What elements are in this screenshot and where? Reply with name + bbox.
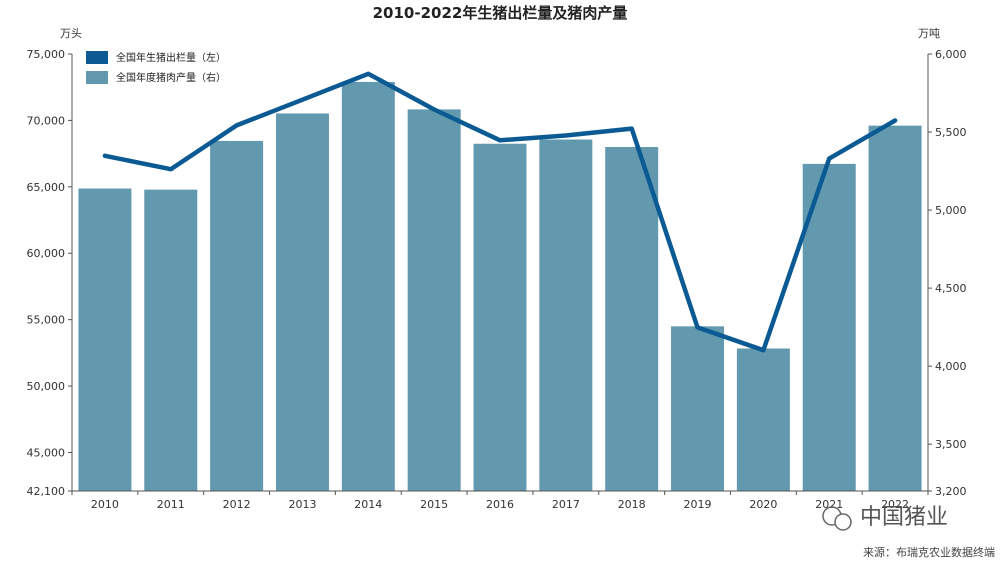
right-tick-label: 4,500 xyxy=(935,282,967,295)
line-point-2016 xyxy=(499,139,501,141)
bar-2016 xyxy=(473,143,527,491)
chart-title: 2010-2022年生猪出栏量及猪肉产量 xyxy=(373,4,628,22)
bar-2013 xyxy=(275,113,329,492)
line-series-hog-slaughter xyxy=(102,71,898,353)
right-tick-label: 5,000 xyxy=(935,204,967,217)
bar-series-pork-output xyxy=(78,81,922,492)
line-point-2022 xyxy=(894,119,896,121)
bar-2014 xyxy=(341,81,395,492)
line-point-2019 xyxy=(697,326,699,328)
wechat-logo: 中国猪业 xyxy=(822,505,948,531)
right-tick-label: 3,200 xyxy=(935,485,967,498)
bar-2018 xyxy=(605,147,659,492)
x-tick-label: 2014 xyxy=(354,498,382,511)
legend-swatch-line xyxy=(86,51,108,64)
line-point-2014 xyxy=(367,73,369,75)
x-tick-label: 2013 xyxy=(288,498,316,511)
bar-2017 xyxy=(539,139,593,491)
left-axis-unit: 万头 xyxy=(60,27,82,40)
x-tick-label: 2022 xyxy=(881,498,909,511)
left-tick-label: 75,000 xyxy=(27,48,66,61)
watermark-text: 中国猪业 xyxy=(860,505,948,530)
line-point-2013 xyxy=(301,99,303,101)
right-axis-unit: 万吨 xyxy=(918,27,940,40)
right-tick-label: 3,500 xyxy=(935,438,967,451)
left-axis-ticks: 42,100 45,000 50,000 55,000 60,000 65,000 70,0… xyxy=(27,48,72,498)
right-tick-label: 5,500 xyxy=(935,126,967,139)
x-tick-label: 2012 xyxy=(223,498,251,511)
legend-label-line: 全国年生猪出栏量（左） xyxy=(116,51,226,64)
x-tick-label: 2015 xyxy=(420,498,448,511)
right-axis-ticks: 3,200 3,500 4,000 4,500 5,000 5,500 6,000 xyxy=(928,48,967,498)
line-point-2010 xyxy=(104,155,106,157)
bar-2020 xyxy=(736,348,790,491)
legend: 全国年生猪出栏量（左） 全国年度猪肉产量（右） xyxy=(86,51,226,84)
bar-2012 xyxy=(210,140,264,491)
line-point-2018 xyxy=(631,128,633,130)
bar-2021 xyxy=(802,163,856,492)
x-tick-label: 2016 xyxy=(486,498,514,511)
left-tick-label: 60,000 xyxy=(27,247,66,260)
line-point-2021 xyxy=(828,158,830,160)
line-point-2015 xyxy=(433,108,435,110)
left-tick-label: 55,000 xyxy=(27,314,66,327)
left-tick-label: 50,000 xyxy=(27,380,66,393)
line-point-2020 xyxy=(762,349,764,351)
bar-2010 xyxy=(78,188,132,491)
x-tick-label: 2021 xyxy=(815,498,843,511)
x-tick-label: 2011 xyxy=(157,498,185,511)
bar-2011 xyxy=(144,189,198,491)
line-point-2011 xyxy=(170,168,172,170)
bar-2022 xyxy=(868,125,922,492)
bar-2019 xyxy=(671,326,725,491)
x-tick-label: 2017 xyxy=(552,498,580,511)
right-tick-label: 4,000 xyxy=(935,360,967,373)
x-tick-label: 2018 xyxy=(618,498,646,511)
x-tick-label: 2020 xyxy=(749,498,777,511)
bar-2015 xyxy=(407,109,461,491)
axes xyxy=(71,54,929,492)
x-tick-label: 2010 xyxy=(91,498,119,511)
x-axis-ticks: 2010 2011 2012 2013 2014 2015 2016 2017 2018 2019… xyxy=(71,491,929,511)
right-tick-label: 6,000 xyxy=(935,48,967,61)
line-point-2017 xyxy=(565,135,567,137)
left-tick-label: 70,000 xyxy=(27,114,66,127)
line-point-2012 xyxy=(236,124,238,126)
legend-swatch-bar xyxy=(86,71,108,84)
legend-label-bar: 全国年度猪肉产量（右） xyxy=(116,71,226,84)
source-note: 来源：布瑞克农业数据终端 xyxy=(863,545,995,559)
x-tick-label: 2019 xyxy=(684,498,712,511)
left-tick-label: 45,000 xyxy=(27,446,66,459)
left-tick-label: 42,100 xyxy=(27,485,66,498)
wechat-icon-small xyxy=(834,513,852,531)
left-tick-label: 65,000 xyxy=(27,181,66,194)
